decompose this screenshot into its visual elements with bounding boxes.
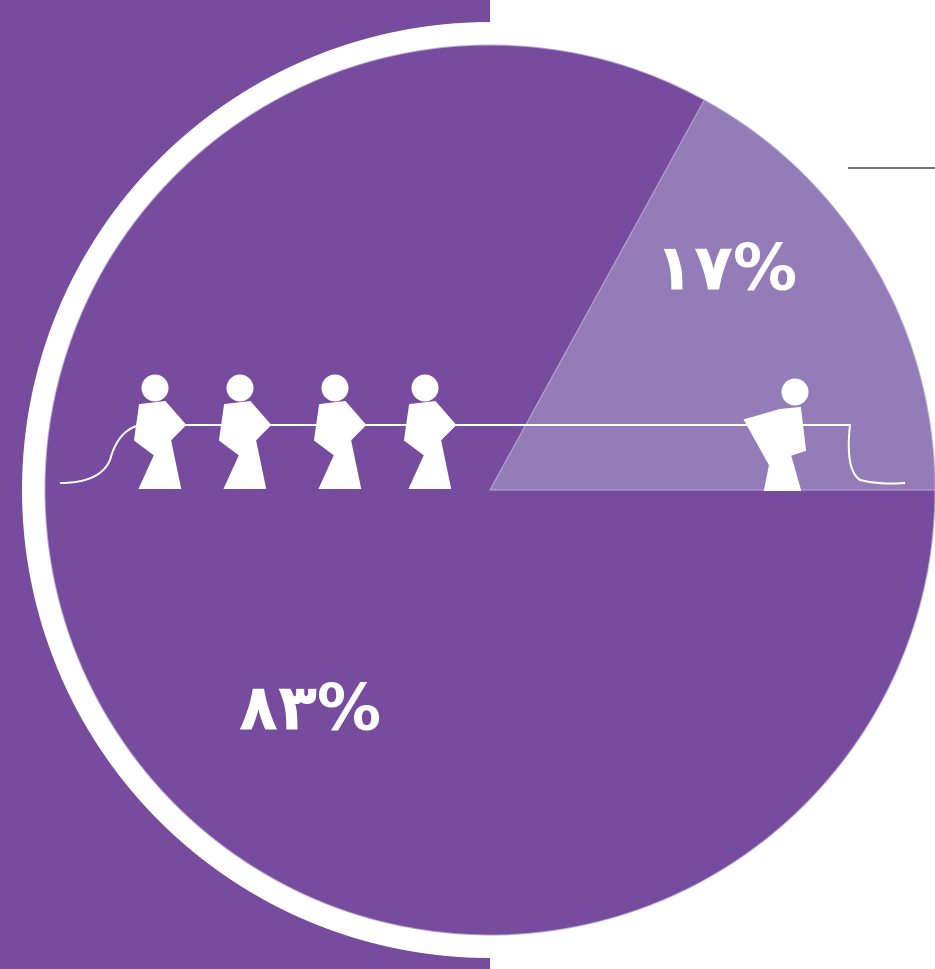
puller	[218, 374, 272, 489]
pie-slices	[44, 44, 935, 936]
puller	[743, 378, 809, 491]
puller	[403, 374, 457, 489]
pie-labels: ٨٣% ١٧%	[239, 232, 797, 746]
puller	[313, 374, 367, 489]
value-label: ٨٣%	[239, 672, 381, 746]
rope	[59, 424, 906, 485]
value-label: ١٧%	[655, 232, 797, 306]
puller	[133, 374, 187, 489]
pie-slice	[489, 99, 935, 491]
tug-of-war-figures	[59, 374, 906, 491]
